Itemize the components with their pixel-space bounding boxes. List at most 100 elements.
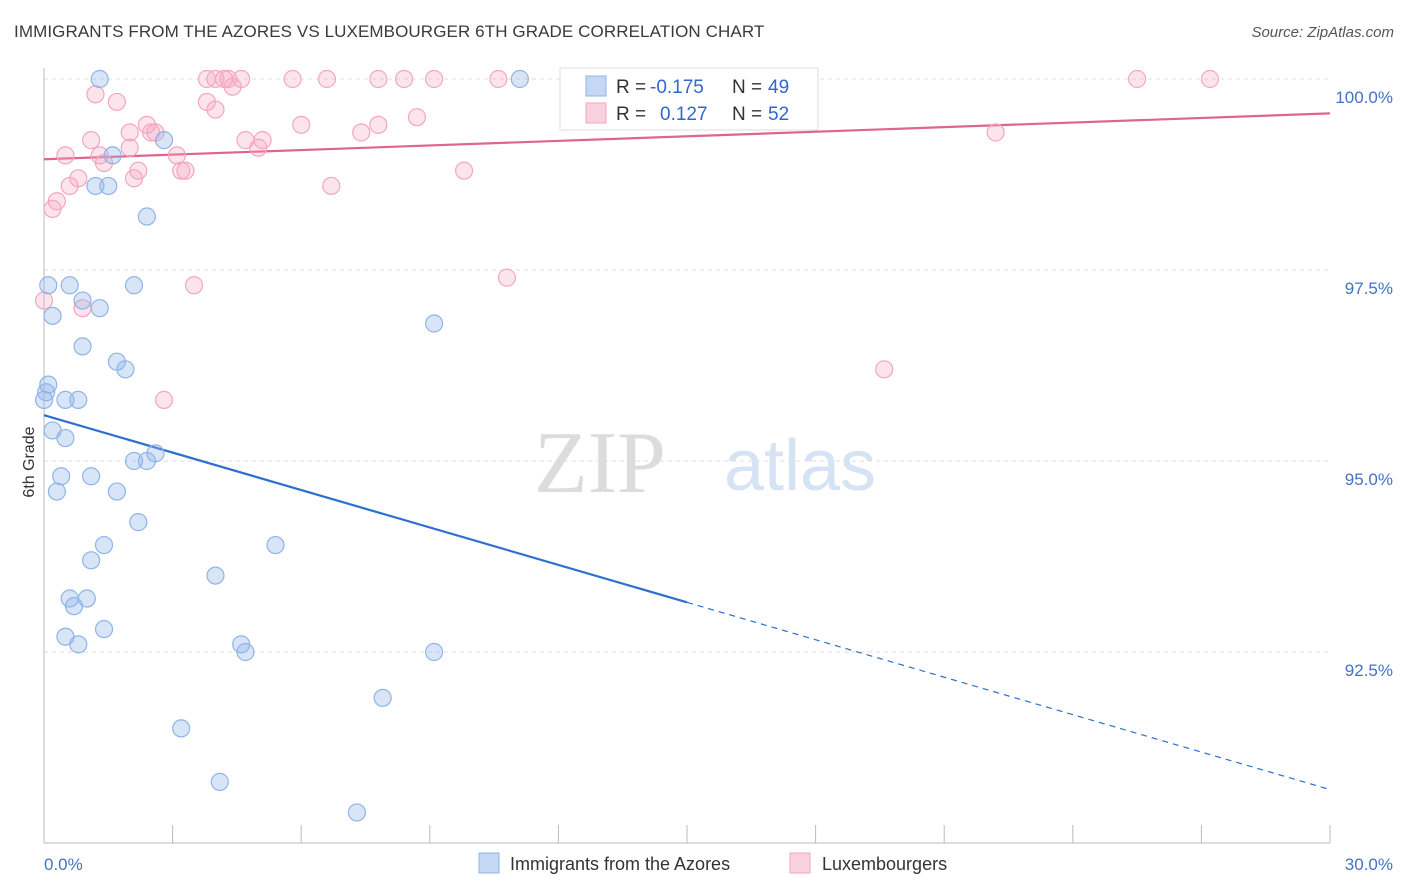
point-azores (266, 535, 285, 555)
point-azores (47, 482, 66, 501)
point-azores (236, 642, 255, 662)
point-azores (90, 299, 109, 318)
point-luxembourgers (206, 100, 225, 119)
point-azores (129, 513, 148, 532)
point-azores (510, 69, 529, 89)
point-luxembourgers (986, 123, 1005, 142)
point-azores (146, 444, 165, 463)
point-azores (424, 314, 444, 333)
point-luxembourgers (34, 291, 54, 310)
source-label: Source: ZipAtlas.com (1251, 24, 1394, 41)
point-luxembourgers (56, 146, 75, 165)
x-ticks (43, 825, 1331, 843)
point-luxembourgers (407, 108, 427, 127)
point-azores (107, 482, 126, 501)
point-luxembourgers (875, 360, 894, 379)
data-points (34, 69, 1220, 822)
point-luxembourgers (497, 268, 517, 287)
x-tick-label-max: 30.0% (1345, 855, 1393, 874)
axes (43, 68, 1330, 844)
y-tick-label: 100.0% (1335, 88, 1393, 107)
watermark-zip: ZIP (534, 415, 666, 512)
point-luxembourgers (369, 69, 388, 89)
point-azores (69, 390, 88, 409)
legend-r-value-luxembourgers: 0.127 (660, 104, 708, 125)
point-luxembourgers (352, 123, 371, 142)
watermark-atlas: atlas (724, 426, 876, 506)
series-legend: Immigrants from the Azores Luxembourgers (478, 852, 947, 874)
point-luxembourgers (249, 138, 268, 157)
point-azores (64, 597, 84, 616)
point-azores (73, 337, 92, 356)
point-azores (94, 619, 114, 639)
point-luxembourgers (1127, 69, 1147, 89)
point-luxembourgers (322, 176, 341, 196)
point-azores (172, 719, 191, 738)
point-azores (94, 535, 114, 555)
point-luxembourgers (394, 69, 414, 89)
legend-n-value-luxembourgers: 52 (768, 104, 789, 125)
legend-r-label-luxembourgers: R = (616, 104, 646, 125)
y-tick-label: 92.5% (1345, 661, 1393, 680)
point-luxembourgers (107, 92, 126, 112)
point-azores (39, 276, 58, 295)
point-luxembourgers (176, 161, 195, 180)
point-azores (86, 176, 105, 196)
series-legend-label-azores: Immigrants from the Azores (510, 854, 730, 874)
point-azores (116, 360, 135, 379)
point-azores (69, 635, 88, 654)
point-luxembourgers (167, 146, 186, 165)
point-azores (56, 390, 75, 409)
point-azores (56, 428, 75, 448)
point-azores (137, 207, 156, 226)
point-luxembourgers (223, 77, 242, 96)
legend-swatch-azores (585, 75, 607, 97)
trend-line-luxembourgers (43, 112, 1331, 161)
point-luxembourgers (172, 161, 191, 180)
legend-n-value-azores: 49 (768, 77, 789, 98)
point-luxembourgers (43, 199, 62, 218)
point-luxembourgers (454, 161, 474, 180)
point-azores (60, 276, 79, 295)
series-legend-swatch-azores (478, 852, 500, 874)
point-luxembourgers (489, 69, 508, 89)
point-luxembourgers (369, 115, 388, 134)
gridlines (44, 78, 1330, 653)
point-azores (52, 467, 71, 486)
point-azores (124, 451, 144, 471)
chart-title: IMMIGRANTS FROM THE AZORES VS LUXEMBOURG… (14, 22, 765, 41)
y-tick-labels: 100.0% 97.5% 95.0% 92.5% (1335, 88, 1393, 680)
series-legend-swatch-luxembourgers (789, 852, 811, 874)
point-luxembourgers (86, 85, 105, 104)
correlation-legend: R = -0.175 N = 49 R = 0.127 N = 52 (559, 67, 819, 131)
point-azores (154, 131, 174, 150)
point-luxembourgers (206, 69, 225, 89)
legend-r-value-azores: -0.175 (650, 77, 704, 98)
point-azores (37, 383, 56, 402)
trend-line-azores-dashed (686, 601, 1331, 791)
x-tick-label-min: 0.0% (44, 855, 83, 874)
legend-n-label-luxembourgers: N = (732, 104, 762, 125)
point-luxembourgers (283, 69, 302, 89)
point-luxembourgers (1200, 69, 1220, 89)
y-tick-label: 95.0% (1345, 470, 1393, 489)
point-luxembourgers (120, 123, 139, 142)
point-luxembourgers (120, 138, 139, 157)
point-luxembourgers (317, 69, 337, 89)
point-luxembourgers (292, 115, 311, 134)
point-azores (73, 291, 92, 310)
trend-lines (43, 112, 1331, 791)
point-azores (124, 276, 144, 295)
point-azores (82, 467, 101, 486)
point-azores (90, 69, 109, 89)
point-luxembourgers (424, 69, 444, 89)
point-azores (43, 306, 62, 325)
point-luxembourgers (184, 276, 204, 295)
point-azores (82, 551, 101, 570)
series-legend-label-luxembourgers: Luxembourgers (822, 854, 947, 874)
point-luxembourgers (82, 131, 101, 150)
legend-r-label-azores: R = (616, 77, 646, 98)
point-azores (103, 146, 122, 165)
point-azores (347, 803, 367, 822)
